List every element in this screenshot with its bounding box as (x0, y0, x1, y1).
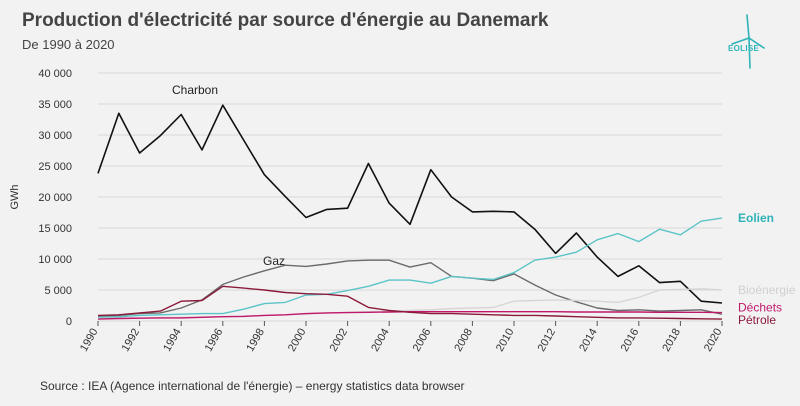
series-line-charbon (97, 104, 723, 304)
x-tick-label: 1994 (161, 327, 184, 354)
brand-name: EOLISE (728, 44, 760, 53)
y-tick-label: 30 000 (38, 130, 72, 142)
legend-label: Eolien (738, 211, 774, 225)
series-line-gaz (97, 259, 723, 318)
x-tick-label: 2002 (328, 327, 351, 354)
legend-label: Pétrole (738, 313, 776, 327)
x-tick-label: 2016 (619, 327, 642, 354)
source-note: Source : IEA (Agence international de l'… (40, 379, 465, 393)
x-tick-label: 2010 (494, 327, 517, 354)
y-tick-label: 15 000 (38, 223, 72, 235)
annotation-label: Gaz (263, 254, 285, 268)
x-tick-label: 2004 (369, 327, 392, 354)
x-tick-label: 1992 (120, 327, 143, 354)
x-tick-label: 2012 (536, 327, 559, 354)
x-tick-label: 1998 (244, 327, 267, 354)
legend-label: Déchets (738, 300, 782, 314)
y-tick-label: 5 000 (44, 285, 72, 297)
series-line-pétrole (97, 285, 723, 320)
y-tick-label: 40 000 (38, 68, 72, 80)
legend-label: Bioénergie (738, 283, 796, 297)
x-tick-label: 2006 (411, 327, 434, 354)
y-tick-label: 20 000 (38, 192, 72, 204)
x-tick-label: 2014 (577, 327, 600, 354)
x-tick-label: 1990 (78, 327, 101, 354)
x-tick-label: 2020 (702, 327, 725, 354)
y-tick-label: 25 000 (38, 161, 72, 173)
x-tick-label: 2000 (286, 327, 309, 354)
chart-title: Production d'électricité par source d'én… (22, 10, 549, 31)
y-tick-label: 35 000 (38, 99, 72, 111)
series-line-eolien (97, 217, 723, 318)
y-axis-label: GWh (9, 184, 21, 209)
y-tick-label: 0 (66, 316, 72, 328)
chart-subtitle: De 1990 à 2020 (22, 37, 115, 52)
y-tick-label: 10 000 (38, 254, 72, 266)
eolise-logo-icon (731, 14, 765, 69)
x-tick-label: 2018 (660, 327, 683, 354)
x-tick-label: 1996 (203, 327, 226, 354)
annotation-label: Charbon (172, 83, 218, 97)
x-tick-label: 2008 (452, 327, 475, 354)
